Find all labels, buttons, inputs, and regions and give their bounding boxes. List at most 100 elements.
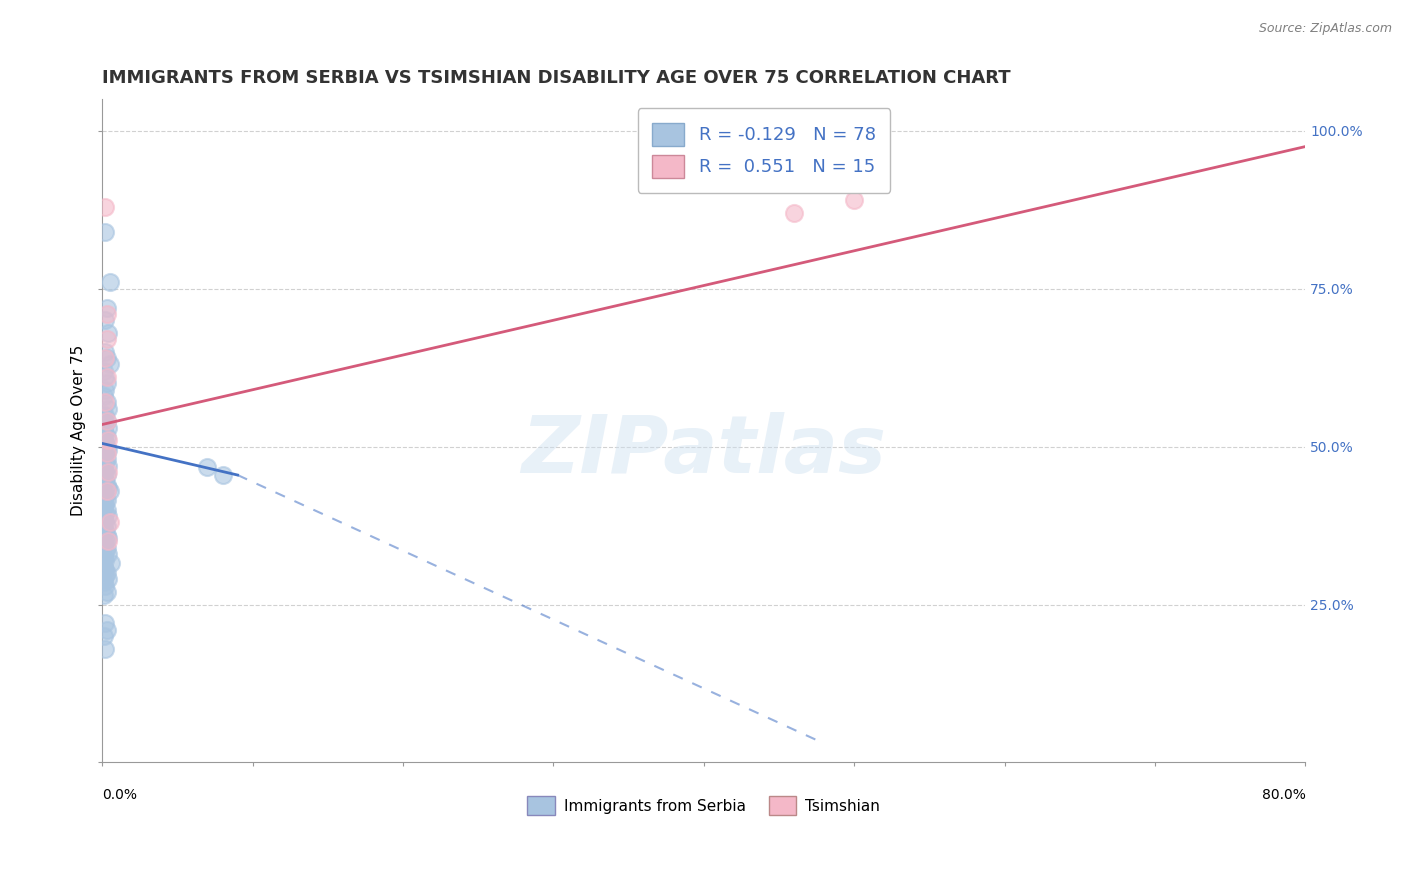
Point bbox=[94, 544, 117, 558]
Point bbox=[94, 446, 117, 460]
Point bbox=[98, 483, 121, 498]
Point bbox=[94, 408, 117, 422]
Point bbox=[96, 502, 118, 516]
Point bbox=[93, 461, 115, 475]
Point bbox=[96, 376, 118, 391]
Point bbox=[93, 364, 115, 378]
Point bbox=[97, 465, 120, 479]
Point bbox=[93, 389, 115, 403]
Point bbox=[93, 575, 115, 590]
Point bbox=[93, 424, 115, 438]
Point bbox=[94, 465, 117, 479]
Point bbox=[96, 440, 118, 454]
Point bbox=[94, 534, 117, 549]
Point bbox=[97, 547, 120, 561]
Point bbox=[97, 442, 120, 457]
Point bbox=[98, 276, 121, 290]
Point bbox=[94, 436, 117, 450]
Point bbox=[97, 534, 120, 549]
Point bbox=[100, 557, 122, 571]
Point bbox=[96, 483, 118, 498]
Point bbox=[97, 401, 120, 416]
Point bbox=[96, 414, 118, 428]
Point bbox=[96, 528, 118, 542]
Point bbox=[844, 193, 866, 207]
Point bbox=[94, 225, 117, 239]
Point bbox=[96, 446, 118, 460]
Point bbox=[94, 516, 117, 530]
Point bbox=[94, 427, 117, 442]
Point bbox=[94, 370, 117, 384]
Point bbox=[93, 522, 115, 536]
Point bbox=[96, 541, 118, 555]
Point bbox=[94, 524, 117, 539]
Point bbox=[783, 206, 806, 220]
Point bbox=[97, 326, 120, 340]
Point bbox=[96, 452, 118, 467]
Point bbox=[96, 566, 118, 580]
Point bbox=[94, 490, 117, 504]
Point bbox=[97, 531, 120, 545]
Text: ZIPatlas: ZIPatlas bbox=[522, 412, 886, 490]
Point bbox=[93, 471, 115, 485]
Point bbox=[97, 458, 120, 473]
Point bbox=[94, 395, 117, 409]
Y-axis label: Disability Age Over 75: Disability Age Over 75 bbox=[72, 345, 86, 516]
Point bbox=[94, 475, 117, 489]
Point bbox=[96, 395, 118, 409]
Point bbox=[93, 588, 115, 602]
Point bbox=[93, 449, 115, 463]
Point bbox=[96, 370, 118, 384]
Point bbox=[94, 417, 117, 432]
Point bbox=[94, 313, 117, 327]
Point bbox=[96, 585, 118, 599]
Point bbox=[93, 559, 115, 574]
Text: 0.0%: 0.0% bbox=[103, 788, 138, 802]
Point bbox=[94, 383, 117, 397]
Point bbox=[94, 200, 117, 214]
Point bbox=[94, 455, 117, 469]
Text: IMMIGRANTS FROM SERBIA VS TSIMSHIAN DISABILITY AGE OVER 75 CORRELATION CHART: IMMIGRANTS FROM SERBIA VS TSIMSHIAN DISA… bbox=[103, 69, 1011, 87]
Point bbox=[93, 537, 115, 551]
Point bbox=[94, 496, 117, 510]
Point bbox=[94, 578, 117, 592]
Point bbox=[96, 477, 118, 491]
Point bbox=[96, 351, 118, 366]
Point bbox=[97, 481, 120, 495]
Point bbox=[94, 506, 117, 520]
Point bbox=[93, 550, 115, 565]
Point bbox=[96, 493, 118, 508]
Point bbox=[94, 563, 117, 577]
Point bbox=[211, 468, 233, 483]
Point bbox=[93, 629, 115, 643]
Point bbox=[96, 623, 118, 637]
Point bbox=[93, 512, 115, 526]
Text: 80.0%: 80.0% bbox=[1261, 788, 1305, 802]
Point bbox=[93, 409, 115, 424]
Point bbox=[98, 516, 121, 530]
Point bbox=[93, 500, 115, 514]
Point bbox=[97, 420, 120, 434]
Point bbox=[97, 434, 120, 448]
Point bbox=[96, 518, 118, 533]
Point bbox=[93, 487, 115, 501]
Point bbox=[96, 307, 118, 321]
Point bbox=[94, 641, 117, 656]
Point bbox=[96, 332, 118, 346]
Point bbox=[96, 301, 118, 315]
Point bbox=[197, 459, 219, 474]
Point bbox=[94, 553, 117, 567]
Text: Source: ZipAtlas.com: Source: ZipAtlas.com bbox=[1258, 22, 1392, 36]
Point bbox=[97, 572, 120, 586]
Point bbox=[96, 430, 118, 444]
Point bbox=[96, 414, 118, 428]
Point bbox=[98, 358, 121, 372]
Point bbox=[94, 344, 117, 359]
Point bbox=[93, 434, 115, 448]
Legend: Immigrants from Serbia, Tsimshian: Immigrants from Serbia, Tsimshian bbox=[522, 790, 886, 822]
Point bbox=[97, 509, 120, 524]
Point bbox=[94, 569, 117, 583]
Point bbox=[94, 351, 117, 366]
Point bbox=[94, 616, 117, 631]
Point bbox=[96, 468, 118, 483]
